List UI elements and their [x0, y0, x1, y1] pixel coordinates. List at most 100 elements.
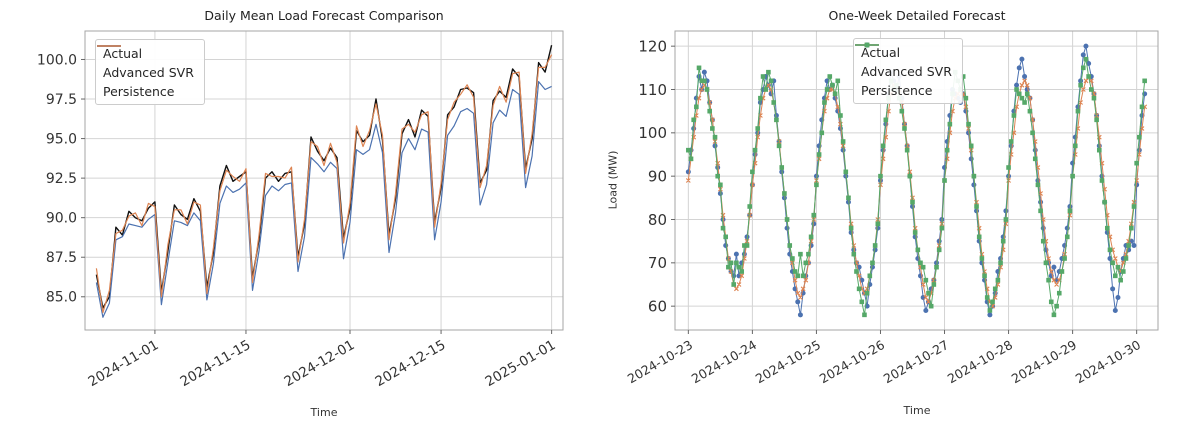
data-marker-square — [1086, 74, 1091, 79]
y-tick-label: 80 — [648, 211, 667, 229]
data-marker-square — [883, 117, 889, 123]
data-marker-circle — [720, 217, 726, 222]
data-marker-square — [734, 260, 739, 266]
data-marker-square — [795, 273, 801, 279]
data-marker-circle — [1032, 147, 1038, 153]
data-marker-square — [926, 290, 931, 296]
legend-daily: Actual Advanced SVR Persistence — [95, 39, 205, 105]
data-marker-square — [979, 256, 985, 261]
data-marker-square — [1126, 243, 1131, 248]
data-marker-square — [1104, 225, 1110, 231]
data-marker-square — [928, 303, 934, 309]
data-marker-square — [907, 173, 913, 179]
data-marker-square — [718, 182, 723, 188]
data-marker-square — [1094, 117, 1099, 123]
data-marker-circle — [733, 251, 739, 257]
data-marker-square — [832, 91, 838, 97]
data-marker-square — [1075, 108, 1081, 114]
data-marker-square — [712, 134, 718, 140]
data-marker-square — [752, 147, 758, 153]
data-marker-square — [1083, 56, 1089, 62]
data-marker-square — [1006, 165, 1011, 170]
data-marker-square — [960, 74, 966, 79]
data-marker-square — [1008, 139, 1014, 144]
data-marker-square — [790, 256, 795, 261]
y-tick-label: 100 — [638, 124, 667, 142]
data-marker-square — [870, 260, 875, 266]
data-marker-square — [702, 78, 707, 84]
data-marker-square — [939, 225, 945, 231]
data-marker-square — [936, 247, 942, 253]
data-marker-square — [742, 243, 747, 248]
data-marker-square — [1054, 303, 1059, 309]
data-marker-square — [840, 139, 846, 144]
data-marker-square — [1040, 238, 1046, 244]
data-marker-square — [1051, 312, 1057, 318]
data-marker-circle — [1080, 52, 1086, 58]
data-marker-square — [814, 182, 819, 188]
data-marker-square — [971, 173, 977, 179]
data-marker-square — [747, 204, 753, 209]
data-marker-square — [744, 243, 750, 248]
data-marker-square — [1024, 91, 1030, 97]
data-marker-square — [1014, 87, 1019, 92]
data-marker-square — [776, 143, 782, 149]
data-marker-square — [995, 277, 1001, 283]
data-marker-circle — [1086, 61, 1092, 66]
data-marker-square — [880, 143, 886, 149]
data-marker-square — [1059, 269, 1065, 274]
data-marker-circle — [797, 312, 803, 318]
data-marker-square — [1027, 108, 1033, 114]
legend-swatch-square-line — [855, 42, 879, 48]
data-marker-square — [1121, 269, 1126, 274]
data-marker-square — [699, 78, 704, 84]
data-marker-square — [872, 243, 878, 248]
data-marker-circle — [1104, 230, 1110, 235]
data-marker-square — [1137, 134, 1142, 140]
data-marker-square — [694, 104, 699, 110]
data-marker-square — [990, 299, 995, 305]
data-marker-square — [766, 69, 771, 75]
data-marker-square — [1056, 290, 1062, 296]
data-marker-square — [931, 282, 937, 287]
data-marker-circle — [1019, 56, 1025, 62]
data-marker-square — [1019, 95, 1025, 101]
data-marker-square — [915, 247, 921, 253]
data-marker-square — [822, 100, 827, 105]
data-marker-square — [800, 273, 806, 279]
data-marker-square — [728, 260, 734, 266]
data-marker-square — [808, 234, 814, 240]
data-marker-square — [854, 269, 859, 274]
data-marker-square — [1099, 178, 1105, 183]
data-marker-square — [1003, 217, 1009, 222]
data-marker-circle — [1110, 286, 1116, 292]
legend-label: Actual — [103, 45, 143, 61]
legend-label: Persistence — [861, 82, 933, 98]
data-marker-square — [998, 260, 1003, 266]
data-marker-square — [974, 204, 979, 209]
legend-item-advanced-svr: Advanced SVR — [97, 45, 194, 81]
data-marker-square — [878, 173, 883, 179]
data-marker-circle — [987, 312, 993, 318]
data-marker-square — [1016, 91, 1022, 97]
data-marker-square — [1030, 130, 1035, 136]
data-marker-square — [688, 156, 694, 162]
y-tick-label: 70 — [648, 254, 667, 272]
data-marker-circle — [701, 69, 707, 75]
data-marker-square — [784, 217, 790, 222]
data-marker-square — [715, 173, 720, 179]
data-marker-square — [984, 295, 990, 300]
data-marker-circle — [920, 295, 926, 300]
legend-weekly: Actual Advanced SVR Persistence — [853, 38, 963, 104]
data-marker-circle — [712, 143, 718, 149]
data-marker-square — [1032, 156, 1038, 162]
data-marker-square — [1134, 160, 1139, 166]
data-marker-square — [838, 113, 843, 118]
data-marker-square — [1107, 247, 1113, 253]
data-marker-square — [763, 87, 769, 92]
data-marker-square — [920, 264, 926, 270]
data-marker-square — [1080, 65, 1086, 71]
data-marker-square — [851, 251, 857, 257]
data-marker-square — [902, 126, 907, 131]
data-marker-square — [736, 264, 742, 270]
